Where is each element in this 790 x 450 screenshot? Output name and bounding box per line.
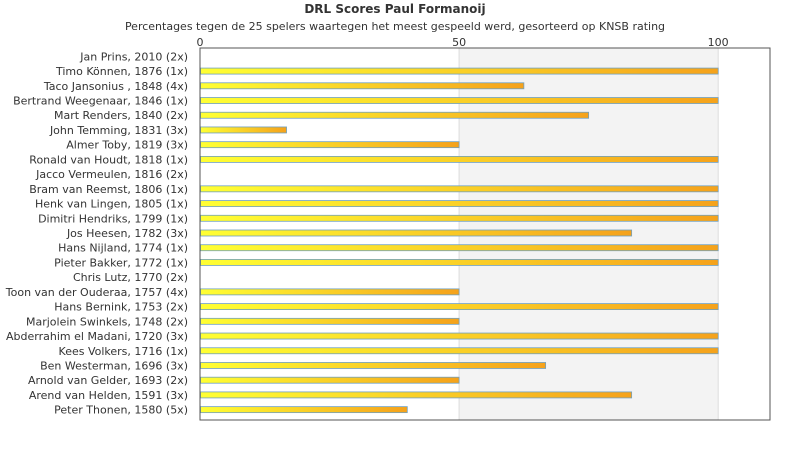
bar	[200, 406, 408, 414]
bar	[200, 332, 719, 340]
category-label: Ben Westerman, 1696 (3x)	[40, 359, 188, 372]
bar	[200, 259, 719, 266]
x-tick-label: 0	[197, 36, 204, 49]
bar	[200, 97, 719, 104]
category-label: Jacco Vermeulen, 1816 (2x)	[35, 168, 188, 181]
category-label: Arnold van Gelder, 1693 (2x)	[28, 374, 188, 387]
chart-title: DRL Scores Paul Formanoij	[304, 2, 486, 16]
x-tick-label: 50	[452, 36, 466, 49]
category-label: Henk van Lingen, 1805 (1x)	[35, 198, 188, 211]
bar	[200, 229, 633, 237]
category-label: Bertrand Weegenaar, 1846 (1x)	[13, 95, 188, 108]
bar	[200, 347, 719, 355]
category-label: Chris Lutz, 1770 (2x)	[73, 271, 188, 284]
category-label: John Temming, 1831 (3x)	[49, 124, 188, 137]
category-label: Peter Thonen, 1580 (5x)	[54, 404, 188, 417]
bar	[200, 126, 287, 134]
category-label: Mart Renders, 1840 (2x)	[54, 109, 188, 122]
bar	[200, 82, 525, 90]
bar	[200, 288, 460, 296]
category-label: Jan Prins, 2010 (2x)	[79, 50, 188, 63]
category-label: Jos Heesen, 1782 (3x)	[66, 227, 188, 240]
bar	[200, 391, 633, 399]
category-label: Toon van der Ouderaa, 1757 (4x)	[5, 286, 188, 299]
bar	[200, 155, 719, 163]
bar	[200, 200, 719, 207]
category-label: Dimitri Hendriks, 1799 (1x)	[38, 212, 188, 225]
bar	[200, 362, 547, 369]
bar	[200, 303, 719, 311]
category-label: Marjolein Swinkels, 1748 (2x)	[26, 315, 188, 328]
plot-frame	[199, 47, 771, 421]
bar	[200, 244, 719, 252]
bar	[200, 185, 719, 193]
bar	[200, 214, 719, 222]
bar	[200, 317, 460, 325]
category-label: Arend van Helden, 1591 (3x)	[29, 389, 188, 402]
category-label: Taco Jansonius , 1848 (4x)	[43, 80, 188, 93]
bar	[200, 111, 590, 119]
category-label: Pieter Bakker, 1772 (1x)	[54, 256, 188, 269]
category-label: Bram van Reemst, 1806 (1x)	[29, 183, 188, 196]
x-tick-label: 100	[708, 36, 729, 49]
category-label: Hans Bernink, 1753 (2x)	[54, 301, 188, 314]
category-label: Timo Können, 1876 (1x)	[55, 65, 188, 78]
bar	[200, 376, 460, 384]
category-label: Hans Nijland, 1774 (1x)	[58, 242, 188, 255]
bar	[200, 141, 460, 149]
category-label: Almer Toby, 1819 (3x)	[66, 139, 188, 152]
category-label: Kees Volkers, 1716 (1x)	[59, 345, 188, 358]
chart-subtitle: Percentages tegen de 25 spelers waartege…	[124, 20, 666, 33]
category-label: Abderrahim el Madani, 1720 (3x)	[6, 330, 188, 343]
category-label: Ronald van Houdt, 1818 (1x)	[29, 153, 188, 166]
bar	[200, 67, 719, 75]
